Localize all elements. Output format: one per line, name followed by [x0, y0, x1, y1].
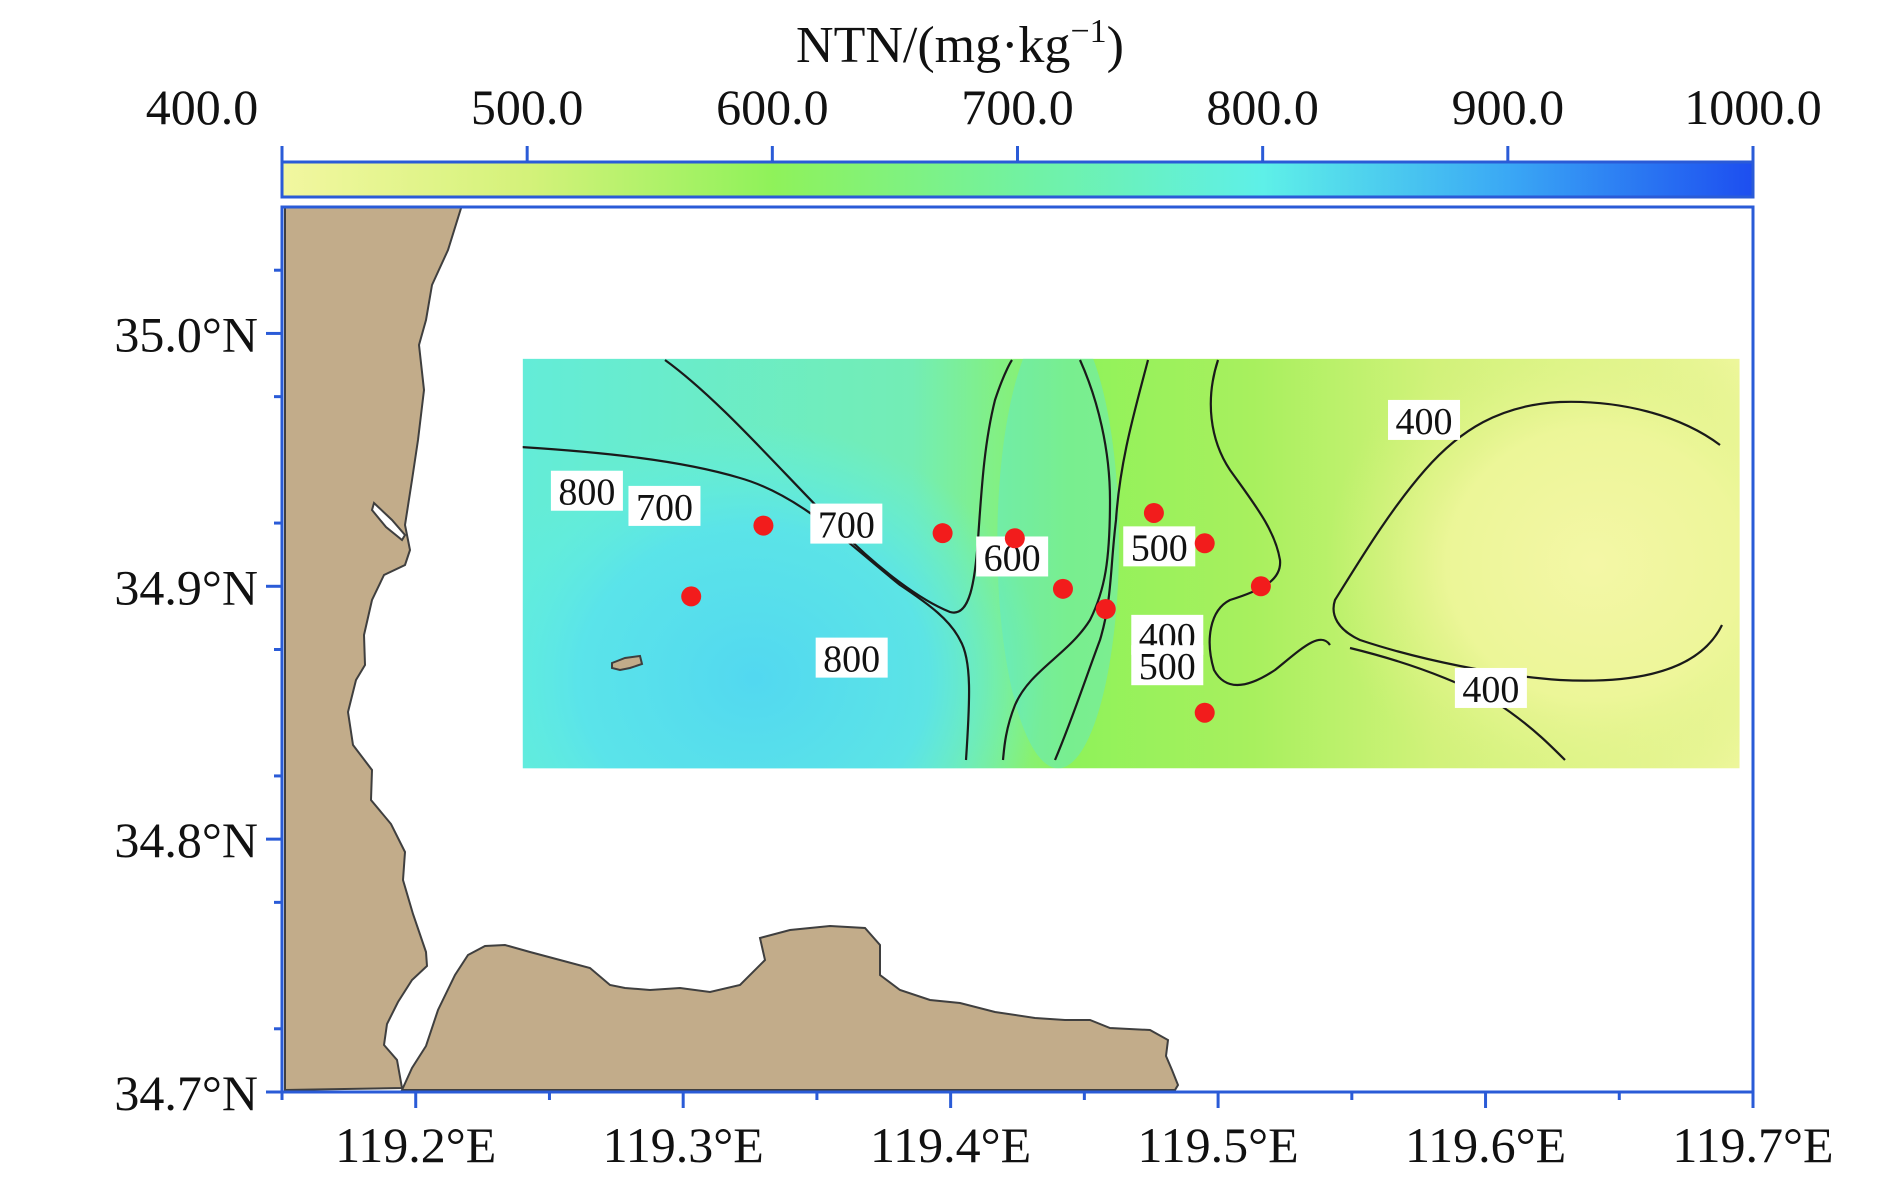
contour-label-bg	[1123, 526, 1196, 567]
contour-800-north	[522, 446, 971, 761]
contour-label-text: 400	[1396, 401, 1453, 443]
land-west-coast	[284, 207, 463, 1092]
contour-label-text: 800	[823, 639, 880, 681]
lat-label: 34.9°N	[114, 559, 258, 615]
contour-label: 700	[628, 485, 701, 529]
sample-point	[753, 515, 774, 536]
contour-label: 500	[1123, 526, 1196, 569]
contour-label-text: 500	[1139, 646, 1196, 688]
contour-label-text: 500	[1131, 527, 1188, 569]
colorbar-tick-label: 900.0	[1452, 79, 1565, 135]
sample-point	[932, 523, 953, 544]
lon-label: 119.6°E	[1405, 1117, 1566, 1173]
colorbar-title: NTN/(mg·kg−1)	[796, 13, 1124, 74]
colorbar-tick-labels: 400.0 500.0 600.0 700.0 800.0 900.0 1000.0	[146, 79, 1822, 135]
contour-label-bg	[815, 637, 888, 678]
colorbar-ticks	[280, 146, 1755, 162]
lon-label: 119.5°E	[1137, 1117, 1298, 1173]
contour-label: 500	[1131, 645, 1204, 688]
land-south-coast	[400, 924, 1180, 1091]
colorbar-tick-label: 1000.0	[1684, 79, 1822, 135]
contour-label-bg	[1454, 667, 1527, 708]
sample-point	[1052, 578, 1073, 599]
contour-label-bg	[550, 470, 623, 511]
contour-700-west	[664, 359, 1013, 614]
contour-label-text: 800	[558, 472, 615, 514]
contour-label-text: 700	[818, 505, 875, 547]
contour-500	[1208, 359, 1331, 686]
contour-label: 400	[1388, 399, 1461, 443]
sample-point	[1250, 576, 1271, 597]
lon-label: 119.7°E	[1672, 1117, 1833, 1173]
contour-400-east	[1332, 400, 1723, 682]
contour-label-text: 700	[636, 487, 693, 529]
sample-point	[1004, 528, 1025, 549]
sample-point	[1194, 533, 1215, 554]
lat-label: 34.8°N	[114, 812, 258, 868]
sample-point	[681, 586, 702, 607]
lat-label: 34.7°N	[114, 1065, 258, 1121]
contour-label-bg	[1388, 399, 1461, 440]
small-island	[611, 654, 644, 672]
colorbar-tick-label: 700.0	[961, 79, 1074, 135]
contour-label-text: 400	[1462, 669, 1519, 711]
colorbar: NTN/(mg·kg−1) 400.0 500.0 600.0 700.0 800.0 9…	[146, 13, 1822, 199]
contour-label: 800	[550, 470, 623, 514]
contour-label-bg	[810, 503, 883, 544]
colorbar-bar	[280, 160, 1755, 199]
longitude-labels: 119.2°E 119.3°E 119.4°E 119.5°E 119.6°E 119.7…	[335, 1117, 1833, 1173]
contour-label-bg	[628, 485, 701, 526]
colorbar-tick-label: 800.0	[1206, 79, 1319, 135]
latitude-labels: 35.0°N 34.9°N 34.8°N 34.7°N	[114, 306, 258, 1121]
mid-ntn-band	[997, 358, 1119, 769]
lon-label: 119.3°E	[603, 1117, 764, 1173]
lat-label: 35.0°N	[114, 306, 258, 362]
sample-point	[1143, 502, 1164, 523]
sample-point	[1194, 702, 1215, 723]
west-inlet	[370, 501, 407, 542]
contour-label: 700	[810, 503, 883, 547]
sample-point	[1095, 599, 1116, 620]
contour-label: 800	[815, 637, 888, 681]
axis-ticks	[266, 268, 1755, 1108]
lon-label: 119.4°E	[870, 1117, 1031, 1173]
contour-600	[1053, 359, 1150, 761]
low-ntn-zone	[1325, 358, 1740, 769]
colorbar-tick-label: 400.0	[146, 79, 259, 135]
colorbar-tick-label: 600.0	[716, 79, 829, 135]
contour-label-bg	[1131, 645, 1204, 686]
contour-label: 400	[1454, 667, 1527, 711]
lon-label: 119.2°E	[335, 1117, 496, 1173]
sample-points	[681, 502, 1271, 723]
colorbar-tick-label: 500.0	[471, 79, 584, 135]
